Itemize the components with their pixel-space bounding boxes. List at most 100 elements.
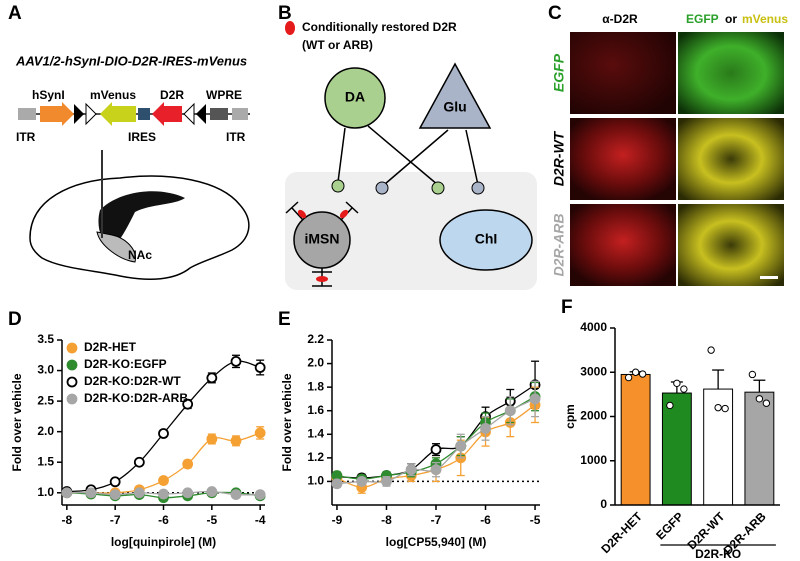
row-label: EGFP xyxy=(551,53,567,92)
y-tick-label: 1.0 xyxy=(37,485,54,499)
construct-name: AAV1/2-hSynI-DIO-D2R-IRES-mVenus xyxy=(15,53,247,68)
panel-label: E xyxy=(278,309,291,330)
element-label: WPRE xyxy=(206,88,242,102)
data-point xyxy=(762,399,771,407)
legend-text: (WT or ARB) xyxy=(302,38,373,52)
y-tick-label: 1000 xyxy=(580,453,607,467)
data-point xyxy=(109,476,121,488)
x-tick-label: D2R-HET xyxy=(598,509,645,556)
element-label: ITR xyxy=(226,130,246,144)
y-tick-label: 3000 xyxy=(580,364,607,378)
y-tick-label: 1.6 xyxy=(307,403,324,417)
y-tick-label: 2.5 xyxy=(37,393,54,407)
column-header: or xyxy=(725,12,737,26)
y-tick-label: 1.5 xyxy=(37,454,54,468)
data-point xyxy=(230,355,242,367)
data-point xyxy=(61,487,73,499)
data-point xyxy=(666,401,674,410)
node-label: Glu xyxy=(443,99,466,115)
x-tick-label: -7 xyxy=(110,513,121,527)
x-axis-label: log[quinpirole] (M) xyxy=(111,535,216,549)
y-axis-label: Fold over vehicle xyxy=(10,373,24,471)
element-label: ITR xyxy=(16,130,36,144)
data-point xyxy=(707,346,715,354)
data-point xyxy=(182,487,194,499)
data-point xyxy=(480,422,491,434)
panel-label: C xyxy=(548,3,562,24)
data-point xyxy=(529,393,541,405)
data-point xyxy=(206,486,218,497)
element-label: D2R xyxy=(160,88,184,102)
x-tick-label: -6 xyxy=(158,513,169,527)
y-tick-label: 2.2 xyxy=(307,332,324,346)
legend-marker xyxy=(285,21,295,35)
legend-label: D2R-KO:D2R-WT xyxy=(84,374,181,388)
y-tick-label: 4000 xyxy=(580,320,607,334)
data-point xyxy=(638,370,647,378)
data-point xyxy=(721,404,729,413)
legend-marker xyxy=(66,342,78,354)
element-label: hSynI xyxy=(32,88,65,102)
panel-label: F xyxy=(561,297,573,318)
y-tick-label: 2.0 xyxy=(307,356,324,370)
data-point xyxy=(182,458,194,470)
data-point xyxy=(254,489,266,501)
y-tick-label: 2000 xyxy=(580,409,607,423)
data-point xyxy=(230,489,242,501)
panel-label: A xyxy=(8,3,22,24)
x-tick-label: -4 xyxy=(255,513,266,527)
y-tick-label: 3.0 xyxy=(37,363,54,377)
bar xyxy=(661,392,692,506)
brain-sketch xyxy=(29,150,250,281)
data-point xyxy=(85,487,97,499)
data-point xyxy=(254,427,266,439)
x-tick-label: -5 xyxy=(530,513,541,527)
x-tick-label: EGFP xyxy=(653,509,686,542)
data-point xyxy=(331,478,343,490)
y-tick-label: 0 xyxy=(600,497,607,511)
group-label: D2R-KO xyxy=(695,547,741,561)
data-point xyxy=(381,476,392,487)
legend-text: Conditionally restored D2R xyxy=(302,20,457,34)
y-axis-label: Fold over vehicle xyxy=(280,373,294,471)
y-tick-label: 3.5 xyxy=(37,332,54,346)
data-point xyxy=(230,435,242,447)
data-point xyxy=(405,464,417,476)
data-point xyxy=(755,395,764,403)
data-point xyxy=(430,444,442,456)
x-tick-label: -6 xyxy=(480,513,491,527)
x-tick-label: -7 xyxy=(431,513,442,527)
data-point xyxy=(504,405,516,417)
column-header: EGFP xyxy=(686,12,719,26)
legend-marker xyxy=(66,376,78,388)
data-point xyxy=(182,398,194,410)
legend-label: D2R-HET xyxy=(84,340,137,354)
legend-label: D2R-KO:D2R-ARB xyxy=(84,391,188,405)
data-point xyxy=(109,489,121,501)
data-point xyxy=(673,379,681,388)
circuit-diagram xyxy=(285,62,537,290)
y-tick-label: 2.0 xyxy=(37,424,54,438)
x-tick-label: -5 xyxy=(206,513,217,527)
row-label: D2R-WT xyxy=(551,130,567,186)
region-label: NAc xyxy=(128,248,152,262)
column-header: α-D2R xyxy=(602,12,638,26)
micrographs xyxy=(570,32,784,286)
y-tick-label: 1.8 xyxy=(307,379,324,393)
data-point xyxy=(133,456,145,468)
data-point xyxy=(206,433,218,445)
x-axis-label: log[CP55,940] (M) xyxy=(386,535,487,549)
node-label: DA xyxy=(345,89,365,105)
data-point xyxy=(133,487,145,499)
data-point xyxy=(714,403,722,412)
element-label: IRES xyxy=(128,130,156,144)
x-tick-label: -9 xyxy=(332,513,343,527)
data-point xyxy=(430,464,442,476)
data-point xyxy=(455,440,467,452)
panel-label: B xyxy=(278,3,292,24)
data-point xyxy=(158,475,169,486)
node-label: iMSN xyxy=(305,231,340,247)
data-point xyxy=(206,372,218,384)
data-point xyxy=(158,428,169,439)
